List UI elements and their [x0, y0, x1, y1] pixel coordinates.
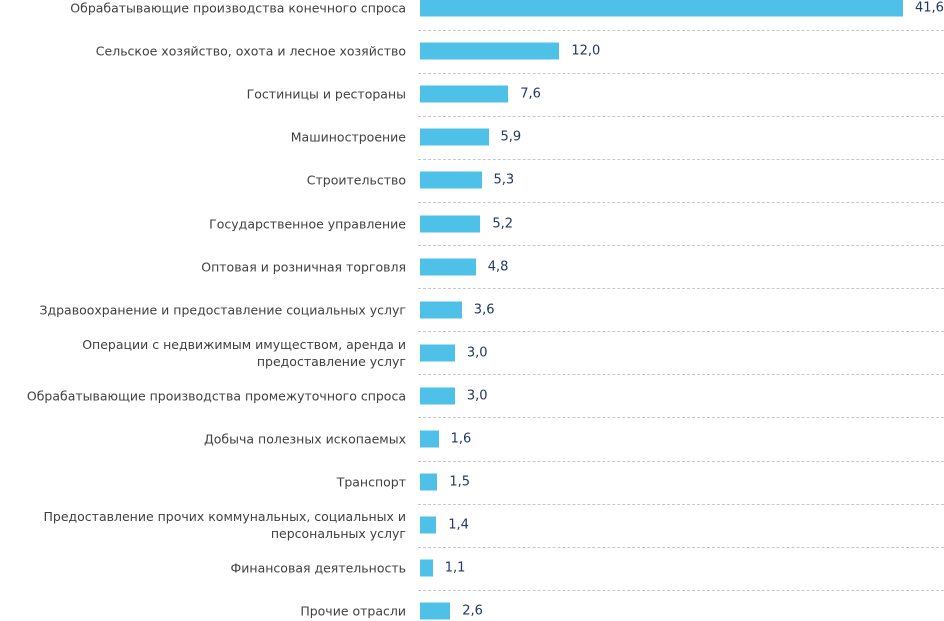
category-label: Предоставление прочих коммунальных, соци…	[43, 509, 406, 542]
value-label: 2,6	[462, 603, 483, 619]
row-separator	[418, 72, 944, 74]
bar	[420, 430, 439, 448]
row-separator	[418, 29, 944, 31]
value-label: 12,0	[571, 43, 601, 59]
category-label: Машиностроение	[290, 129, 406, 145]
bar	[420, 128, 489, 146]
row-separator	[418, 115, 944, 117]
row-separator	[418, 158, 944, 160]
bar	[420, 473, 438, 491]
value-label: 1,6	[450, 431, 472, 447]
category-label: Финансовая деятельность	[230, 560, 406, 576]
value-label: 3,0	[466, 345, 488, 361]
category-label: Транспорт	[336, 474, 406, 490]
row-separator	[418, 245, 944, 247]
value-label: 3,0	[466, 388, 488, 404]
bar	[420, 42, 560, 60]
bar	[420, 602, 451, 620]
value-label: 5,2	[492, 216, 514, 231]
bar	[420, 387, 455, 405]
row-separator	[418, 503, 944, 505]
value-label: 1,4	[448, 517, 469, 533]
category-label: Гостиницы и рестораны	[246, 86, 406, 102]
bar	[420, 258, 476, 276]
value-label: 5,9	[500, 129, 522, 145]
category-label: Прочие отрасли	[300, 603, 406, 619]
row-separator	[418, 288, 944, 290]
value-label: 3,6	[473, 302, 495, 318]
category-label: Государственное управление	[209, 216, 406, 231]
category-label: Оптовая и розничная торговля	[201, 259, 406, 275]
category-label: Добыча полезных ископаемых	[204, 431, 406, 447]
row-separator	[418, 374, 944, 376]
row-separator	[418, 201, 944, 203]
bar	[420, 215, 481, 232]
bar	[420, 171, 482, 189]
value-label: 1,5	[449, 474, 471, 490]
category-label: Обрабатывающие производства конечного сп…	[70, 0, 406, 16]
value-label: 4,8	[487, 259, 509, 275]
row-separator	[418, 331, 944, 333]
row-separator	[418, 460, 944, 462]
category-label: Строительство	[306, 172, 406, 188]
bar	[420, 0, 903, 17]
category-label: Здравоохранение и предоставление социаль…	[39, 302, 406, 318]
bar	[420, 344, 455, 362]
value-label: 41,6	[915, 0, 944, 16]
value-label: 5,3	[493, 172, 515, 188]
value-label: 1,1	[444, 560, 466, 576]
category-label: Операции с недвижимым имуществом, аренда…	[82, 336, 406, 369]
bar	[420, 85, 509, 103]
category-label: Сельское хозяйство, охота и лесное хозяй…	[95, 43, 406, 59]
row-separator	[418, 589, 944, 591]
bar	[420, 301, 462, 319]
bar	[420, 559, 433, 577]
row-separator	[418, 417, 944, 419]
value-label: 7,6	[520, 86, 541, 102]
bar	[420, 516, 437, 534]
row-separator	[418, 546, 944, 548]
category-label: Обрабатывающие производства промежуточно…	[26, 388, 406, 404]
